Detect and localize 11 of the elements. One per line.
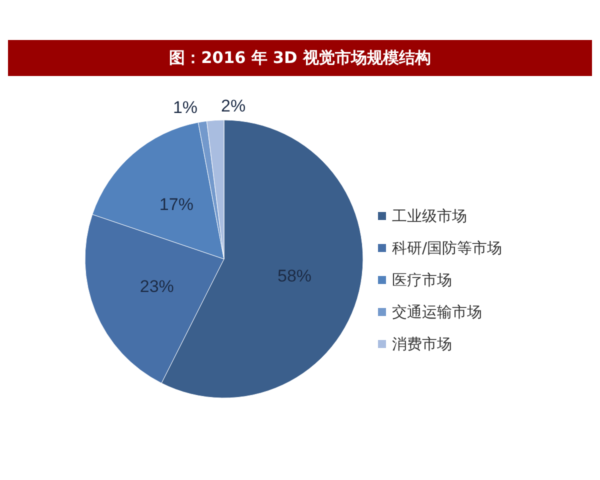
legend-label: 医疗市场 [392, 271, 452, 289]
legend-label: 工业级市场 [392, 207, 467, 225]
legend-label: 科研/国防等市场 [392, 239, 502, 257]
chart-title: 图：2016 年 3D 视觉市场规模结构 [169, 48, 431, 67]
data-label: 58% [278, 266, 312, 286]
data-label: 1% [172, 98, 198, 117]
legend-label: 交通运输市场 [392, 303, 482, 321]
data-label: 2% [220, 96, 246, 116]
data-label: 23% [140, 276, 174, 296]
data-label: 17% [159, 194, 194, 214]
legend-label: 消费市场 [392, 335, 452, 353]
